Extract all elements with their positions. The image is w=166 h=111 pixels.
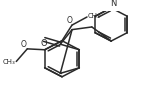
Text: O: O [20, 40, 26, 49]
Text: N: N [110, 0, 116, 8]
Text: CH₃: CH₃ [3, 59, 16, 65]
Text: O: O [67, 16, 73, 25]
Text: O: O [41, 40, 47, 49]
Text: CH₃: CH₃ [88, 13, 100, 19]
